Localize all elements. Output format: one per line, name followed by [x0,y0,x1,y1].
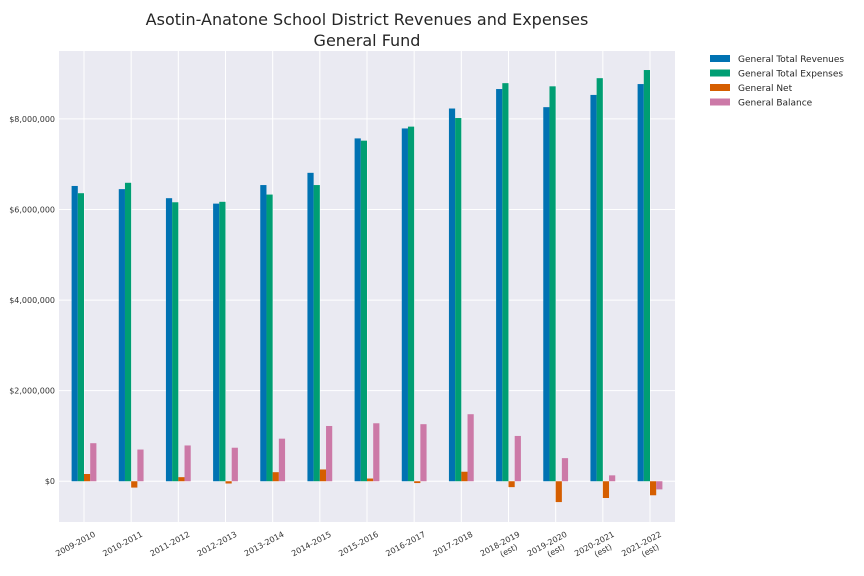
legend-label: General Balance [738,99,813,109]
bar-general-total-expenses [219,201,226,482]
x-tick-label-line: 2009-2010 [54,530,97,558]
chart-title-line-1: Asotin-Anatone School District Revenues … [146,10,589,29]
bar-general-balance [373,423,380,482]
x-tick-label: 2017-2018 [432,530,475,558]
bar-general-total-revenues [165,198,173,482]
legend-swatch [710,98,730,106]
x-tick-label: 2012-2013 [196,530,239,558]
bar-general-net [602,481,610,498]
x-tick-label-line: 2010-2011 [101,530,144,558]
x-tick-label-line: 2017-2018 [432,530,475,558]
bar-general-net [367,478,374,482]
legend-entry: General Total Revenues [710,55,844,65]
x-tick-label: 2015-2016 [337,530,380,558]
x-axis-ticks: 2009-2010 2010-2011 2011-2012 2012-2013 2013… [54,530,663,559]
bar-general-balance [137,449,144,482]
bar-general-total-revenues [118,189,125,482]
bar-general-total-expenses [172,202,179,482]
bar-general-balance [231,447,238,482]
bar-general-balance [514,435,521,482]
x-tick-label-line: 2016-2017 [384,530,427,558]
bar-general-total-revenues [448,108,456,482]
bar-general-total-expenses [124,182,132,482]
legend-label: General Total Revenues [738,55,844,65]
bar-general-total-revenues [637,84,644,482]
bar-general-total-expenses [455,118,462,482]
bar-general-total-revenues [213,203,220,482]
bar-general-balance [184,445,191,482]
bar-general-net [555,481,562,503]
bar-general-balance [326,425,333,482]
bar-general-net [319,469,327,482]
bar-general-net [84,473,91,482]
bar-general-total-revenues [354,138,361,482]
x-tick-label: 2014-2015 [290,530,333,558]
legend-entry: General Net [710,84,793,94]
bar-general-total-expenses [502,83,509,482]
bar-general-net [650,481,657,496]
bar-general-balance [656,481,663,490]
bar-general-net [461,471,468,482]
bar-general-balance [278,438,286,482]
bar-general-total-expenses [407,126,415,482]
bar-general-balance [561,458,569,482]
bar-general-balance [467,414,474,482]
legend-swatch [710,69,730,77]
x-tick-label-line: 2012-2013 [196,530,239,558]
legend-label: General Total Expenses [738,70,843,80]
y-tick-label: $0 [45,477,55,486]
bar-general-net [508,481,515,488]
bar-general-net [414,481,421,484]
legend-label: General Net [738,84,793,94]
x-tick-label-line: 2014-2015 [290,530,333,558]
x-tick-label-line: 2011-2012 [149,530,192,558]
bar-general-total-expenses [77,193,84,482]
bar-general-total-expenses [596,78,603,482]
bar-general-balance [609,475,616,482]
bar-general-total-revenues [543,107,550,482]
bar-general-total-revenues [307,172,314,482]
x-tick-label: 2009-2010 [54,530,97,558]
legend-swatch [710,84,730,91]
legend-swatch [710,55,730,62]
y-axis-ticks: $0 $2,000,000 $4,000,000 $6,000,000 $8,000,0… [9,115,55,486]
bar-general-total-expenses [643,70,650,482]
x-tick-label-line: 2015-2016 [337,530,380,558]
y-tick-label: $4,000,000 [9,296,55,305]
y-tick-label: $2,000,000 [9,387,55,396]
legend: General Total Revenues General Total Expe… [710,55,844,109]
bar-general-total-expenses [266,194,273,482]
x-tick-label: 2021-2022(est) [620,530,663,559]
bar-general-total-revenues [590,94,597,482]
bar-general-net [131,481,138,488]
legend-entry: General Total Expenses [710,69,843,80]
bars [71,70,663,503]
bar-general-total-revenues [496,89,503,482]
bar-general-net [225,481,232,484]
bar-general-balance [90,443,97,482]
y-tick-label: $8,000,000 [9,115,55,124]
x-tick-label: 2011-2012 [149,530,192,558]
x-tick-label: 2016-2017 [384,530,427,558]
x-tick-label: 2013-2014 [243,530,286,558]
x-tick-label-line: 2013-2014 [243,530,286,558]
bar-general-net [178,477,185,482]
legend-entry: General Balance [710,98,813,109]
bar-general-total-revenues [260,185,267,482]
bar-general-total-expenses [313,185,320,482]
bar-general-total-expenses [549,86,556,482]
x-tick-label: 2010-2011 [101,530,144,558]
x-tick-label: 2020-2021(est) [573,530,616,559]
bar-general-total-revenues [71,185,78,482]
bar-general-balance [420,424,427,482]
bar-general-total-expenses [360,140,367,482]
x-tick-label: 2019-2020(est) [526,530,569,559]
chart-title-line-2: General Fund [314,31,421,50]
x-tick-label: 2018-2019(est) [479,530,522,559]
y-tick-label: $6,000,000 [9,206,55,215]
bar-general-net [272,472,279,482]
bar-general-total-revenues [401,128,408,482]
